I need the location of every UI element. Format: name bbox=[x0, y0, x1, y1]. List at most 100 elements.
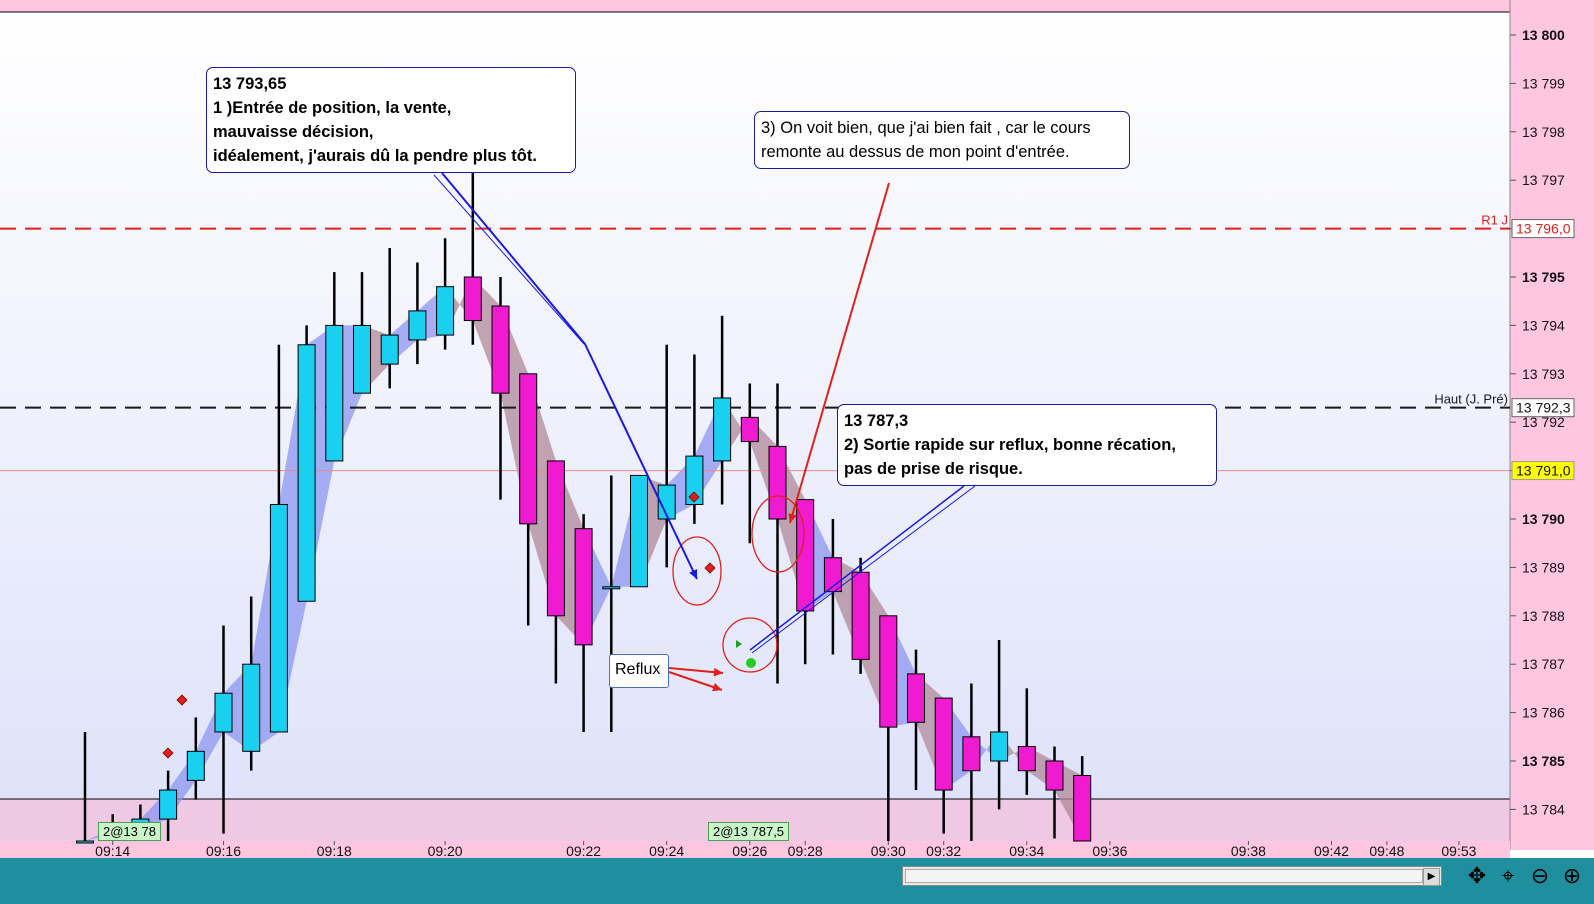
order-tag-exit: 2@13 787,5 bbox=[708, 822, 790, 841]
candle-body bbox=[851, 571, 870, 660]
entry-arrow-line bbox=[441, 172, 698, 580]
reflux-arrowhead bbox=[712, 682, 722, 692]
candle-body bbox=[1017, 745, 1036, 772]
time-tick-label: 09:36 bbox=[1092, 843, 1127, 859]
time-axis-labels: 09:14 09:16 09:18 09:20 09:22 09:24 09:26 09:28… bbox=[95, 841, 1477, 859]
sell-signal-marker bbox=[162, 747, 174, 759]
highlight-circle bbox=[722, 617, 778, 673]
zoom-out-icon[interactable]: ⊖ bbox=[1530, 863, 1550, 888]
candle-body bbox=[685, 455, 704, 505]
buy-signal-marker bbox=[736, 640, 742, 648]
candle-body bbox=[1073, 775, 1092, 842]
price-tick-label: 13 799 bbox=[1522, 75, 1565, 91]
time-tick-label: 09:30 bbox=[871, 843, 906, 859]
candle-body bbox=[713, 397, 732, 462]
candle-body bbox=[934, 697, 953, 791]
entry-arrow-line bbox=[433, 174, 585, 345]
price-tick-label: 13 797 bbox=[1522, 172, 1565, 188]
entry-annotation-line: 1 )Entrée de position, la vente, bbox=[213, 99, 452, 117]
entry-arrowhead bbox=[689, 569, 698, 579]
candle-body bbox=[325, 324, 344, 462]
candle-body bbox=[962, 736, 981, 772]
zoom-fit-icon[interactable]: ⌖ bbox=[1501, 863, 1515, 888]
time-tick-label: 09:53 bbox=[1441, 843, 1476, 859]
level-value-box bbox=[1511, 219, 1575, 239]
candle-body bbox=[159, 789, 178, 820]
comment-arrowhead bbox=[788, 513, 797, 523]
price-tick-label: 13 789 bbox=[1522, 559, 1565, 575]
candle-body bbox=[491, 305, 510, 394]
entry-annotation-line: idéalement, j'aurais dû la pendre plus t… bbox=[213, 147, 537, 165]
candle-body bbox=[630, 474, 648, 588]
time-scrollbar[interactable]: ▶ bbox=[902, 866, 1442, 886]
level-value-box bbox=[1511, 398, 1575, 418]
sell-signal-marker bbox=[704, 562, 716, 574]
candle-body bbox=[519, 373, 538, 525]
time-tick-label: 09:16 bbox=[206, 843, 241, 859]
level-value-label: 13 792,3 bbox=[1516, 400, 1571, 416]
price-tick-label: 13 785 bbox=[1522, 753, 1565, 769]
time-axis-panel bbox=[0, 841, 1510, 858]
level-label: R1 J bbox=[1481, 213, 1508, 228]
candle-body bbox=[907, 673, 925, 723]
reflux-arrow-line bbox=[668, 667, 724, 674]
candle-body bbox=[436, 286, 455, 336]
scrollbar-thumb[interactable] bbox=[905, 869, 1423, 883]
highlight-circle bbox=[751, 495, 805, 573]
candle-body bbox=[990, 731, 1009, 762]
time-tick-label: 09:38 bbox=[1231, 843, 1266, 859]
crosshair-tool-icon[interactable]: ✥ bbox=[1467, 863, 1487, 888]
annotation-arrows bbox=[433, 172, 976, 692]
candles-layer bbox=[76, 156, 1092, 844]
fill-marker bbox=[746, 658, 756, 668]
candle-body bbox=[214, 692, 233, 733]
candle-body bbox=[657, 484, 676, 520]
order-tag-entry: 2@13 78 bbox=[98, 822, 161, 841]
level-value-label: 13 796,0 bbox=[1516, 221, 1571, 237]
price-tick-label: 13 794 bbox=[1522, 317, 1565, 333]
exit-annotation-line: 13 787,3 bbox=[844, 412, 909, 430]
candle-body bbox=[76, 840, 94, 844]
price-axis-panel bbox=[1510, 0, 1594, 850]
comment-annotation: 3) On voit bien, que j'ai bien fait , ca… bbox=[754, 111, 1130, 169]
candle-body bbox=[796, 499, 815, 612]
price-tick-label: 13 800 bbox=[1522, 27, 1565, 43]
candle-body bbox=[740, 416, 759, 443]
entry-annotation-line: 13 793,65 bbox=[213, 75, 287, 93]
price-tick-label: 13 788 bbox=[1522, 608, 1565, 624]
price-tick-label: 13 784 bbox=[1522, 801, 1565, 817]
price-tick-label: 13 795 bbox=[1522, 269, 1565, 285]
candle-body bbox=[463, 276, 482, 322]
candle-body bbox=[768, 445, 787, 520]
time-tick-label: 09:32 bbox=[926, 843, 961, 859]
time-tick-label: 09:26 bbox=[732, 843, 767, 859]
exit-annotation: 13 787,3 2) Sortie rapide sur reflux, bo… bbox=[837, 404, 1217, 486]
candle-body bbox=[353, 324, 371, 394]
time-tick-label: 09:14 bbox=[95, 843, 130, 859]
marks-layer bbox=[162, 491, 805, 759]
exit-annotation-line: pas de prise de risque. bbox=[844, 460, 1023, 478]
ribbon-segment bbox=[999, 731, 1027, 771]
entry-annotation-line: mauvaisse décision, bbox=[213, 123, 374, 141]
scroll-right-arrow[interactable]: ▶ bbox=[1423, 868, 1440, 886]
price-tick-label: 13 792 bbox=[1522, 414, 1565, 430]
price-tick-label: 13 787 bbox=[1522, 656, 1565, 672]
highlight-circle bbox=[672, 536, 722, 606]
sell-signal-marker bbox=[688, 491, 700, 503]
candle-body bbox=[602, 586, 621, 590]
time-tick-label: 09:34 bbox=[1009, 843, 1044, 859]
level-label: Haut (J. Pré) bbox=[1434, 392, 1508, 407]
candle-body bbox=[879, 615, 898, 728]
candle-body bbox=[546, 460, 565, 617]
time-tick-label: 09:24 bbox=[649, 843, 684, 859]
comment-arrow-line bbox=[789, 182, 890, 524]
candle-body bbox=[186, 750, 205, 781]
candle-body bbox=[574, 528, 593, 646]
sell-signal-marker bbox=[176, 694, 188, 706]
time-tick-label: 09:28 bbox=[788, 843, 823, 859]
zoom-in-icon[interactable]: ⊕ bbox=[1562, 863, 1582, 888]
comment-annotation-line: remonte au dessus de mon point d'entrée. bbox=[761, 143, 1070, 161]
exit-arrow-line bbox=[749, 485, 965, 651]
entry-annotation: 13 793,65 1 )Entrée de position, la vent… bbox=[206, 67, 576, 173]
